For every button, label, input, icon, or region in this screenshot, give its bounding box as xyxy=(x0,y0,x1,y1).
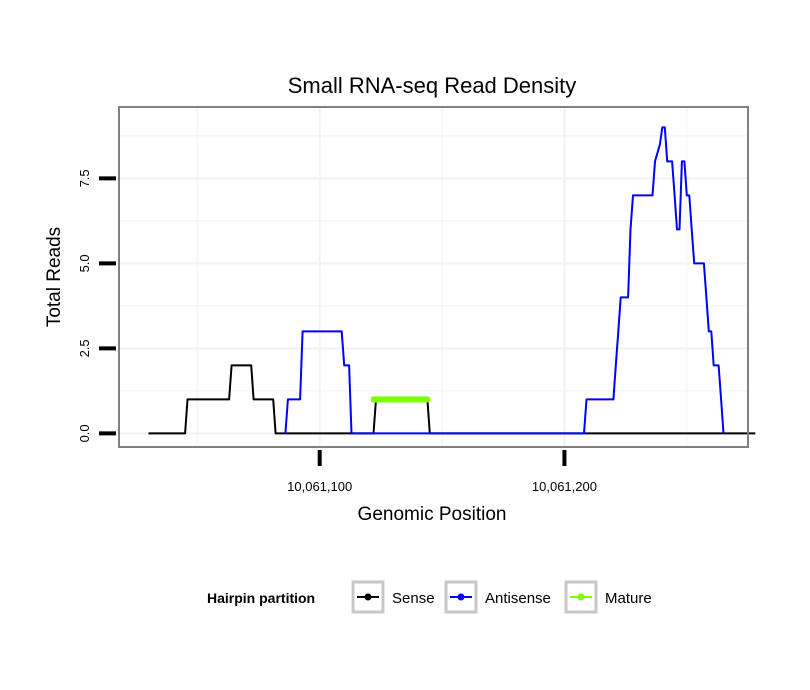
series-line-antisense xyxy=(284,126,725,435)
plot-panel xyxy=(119,107,748,447)
y-tick-label: 7.5 xyxy=(77,169,92,187)
legend-label-sense: Sense xyxy=(392,590,435,607)
x-tick-label: 10,061,100 xyxy=(287,479,352,494)
legend-key-point xyxy=(577,593,585,601)
y-axis-title: Total Reads xyxy=(44,227,65,327)
legend-key-point xyxy=(364,593,372,601)
legend-label-mature: Mature xyxy=(605,590,652,607)
y-axis: 0.0 2.5 5.0 7.5 xyxy=(77,169,116,442)
chart-title: Small RNA-seq Read Density xyxy=(288,73,577,98)
y-tick-label: 5.0 xyxy=(77,254,92,272)
plot-border xyxy=(118,106,749,448)
y-tick-label: 2.5 xyxy=(77,339,92,357)
legend-key-point xyxy=(457,593,465,601)
series-layer xyxy=(148,126,756,435)
legend-entries: Sense Antisense Mature xyxy=(351,580,652,614)
y-tick-label: 0.0 xyxy=(77,424,92,442)
x-axis: 10,061,100 10,061,200 xyxy=(287,450,597,494)
x-axis-title: Genomic Position xyxy=(358,504,507,525)
legend-title: Hairpin partition xyxy=(207,590,315,606)
x-tick-label: 10,061,200 xyxy=(532,479,597,494)
legend-label-antisense: Antisense xyxy=(485,590,551,607)
mature-point xyxy=(424,396,431,403)
legend: Hairpin partition Sense Antisense Mature xyxy=(207,580,652,614)
grid xyxy=(119,107,748,447)
